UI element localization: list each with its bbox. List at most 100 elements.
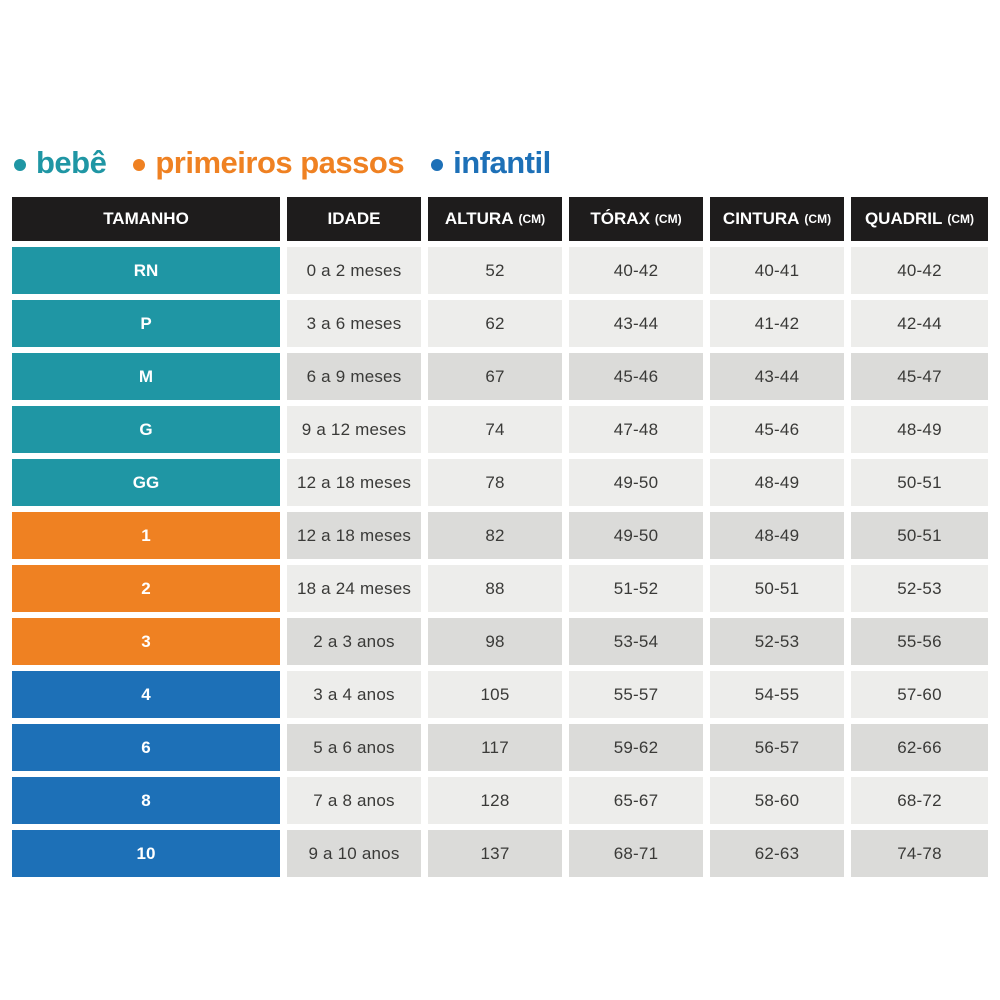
quadril-cell-row-5: 50-51	[851, 512, 988, 559]
header-tamanho: TAMANHO	[12, 197, 280, 241]
quadril-cell-row-2: 45-47	[851, 353, 988, 400]
torax-cell-row-3: 47-48	[569, 406, 703, 453]
header-tamanho-label: TAMANHO	[103, 209, 189, 228]
cintura-cell-row-7: 52-53	[710, 618, 844, 665]
header-quadril-unit: (CM)	[947, 212, 975, 226]
idade-cell-row-9: 5 a 6 anos	[287, 724, 421, 771]
idade-cell-row-5: 12 a 18 meses	[287, 512, 421, 559]
legend-label-infantil: infantil	[453, 145, 551, 180]
torax-cell-row-1: 43-44	[569, 300, 703, 347]
header-idade-label: IDADE	[327, 209, 381, 228]
cintura-cell-row-8: 54-55	[710, 671, 844, 718]
legend-item-bebe: bebê	[14, 145, 107, 181]
header-cintura-unit: (CM)	[804, 212, 832, 226]
altura-cell-row-10: 128	[428, 777, 562, 824]
torax-cell-row-7: 53-54	[569, 618, 703, 665]
size-cell-row-0: RN	[12, 247, 280, 294]
torax-cell-row-4: 49-50	[569, 459, 703, 506]
header-altura-label: ALTURA	[444, 209, 514, 228]
legend-item-primeiros-passos: primeiros passos	[133, 145, 405, 181]
size-cell-row-10: 8	[12, 777, 280, 824]
idade-cell-row-7: 2 a 3 anos	[287, 618, 421, 665]
torax-cell-row-10: 65-67	[569, 777, 703, 824]
cintura-cell-row-11: 62-63	[710, 830, 844, 877]
size-cell-row-11: 10	[12, 830, 280, 877]
quadril-cell-row-6: 52-53	[851, 565, 988, 612]
header-idade: IDADE	[287, 197, 421, 241]
idade-cell-row-6: 18 a 24 meses	[287, 565, 421, 612]
altura-cell-row-2: 67	[428, 353, 562, 400]
cintura-cell-row-1: 41-42	[710, 300, 844, 347]
quadril-cell-row-0: 40-42	[851, 247, 988, 294]
altura-cell-row-5: 82	[428, 512, 562, 559]
cintura-cell-row-2: 43-44	[710, 353, 844, 400]
torax-cell-row-11: 68-71	[569, 830, 703, 877]
size-cell-row-9: 6	[12, 724, 280, 771]
cintura-cell-row-3: 45-46	[710, 406, 844, 453]
idade-cell-row-1: 3 a 6 meses	[287, 300, 421, 347]
bebe-bullet-icon	[14, 159, 26, 171]
quadril-cell-row-8: 57-60	[851, 671, 988, 718]
cintura-cell-row-4: 48-49	[710, 459, 844, 506]
idade-cell-row-2: 6 a 9 meses	[287, 353, 421, 400]
quadril-cell-row-1: 42-44	[851, 300, 988, 347]
cintura-cell-row-9: 56-57	[710, 724, 844, 771]
altura-cell-row-11: 137	[428, 830, 562, 877]
legend-item-infantil: infantil	[431, 145, 551, 181]
quadril-cell-row-9: 62-66	[851, 724, 988, 771]
torax-cell-row-0: 40-42	[569, 247, 703, 294]
altura-cell-row-7: 98	[428, 618, 562, 665]
torax-cell-row-5: 49-50	[569, 512, 703, 559]
altura-cell-row-0: 52	[428, 247, 562, 294]
idade-cell-row-10: 7 a 8 anos	[287, 777, 421, 824]
torax-cell-row-8: 55-57	[569, 671, 703, 718]
size-table: TAMANHO IDADE ALTURA (CM) TÓRAX (CM) CIN…	[12, 197, 988, 877]
size-cell-row-3: G	[12, 406, 280, 453]
header-torax-label: TÓRAX	[590, 209, 650, 228]
header-altura: ALTURA (CM)	[428, 197, 562, 241]
idade-cell-row-8: 3 a 4 anos	[287, 671, 421, 718]
size-cell-row-2: M	[12, 353, 280, 400]
torax-cell-row-9: 59-62	[569, 724, 703, 771]
legend-label-bebe: bebê	[36, 145, 107, 180]
size-cell-row-1: P	[12, 300, 280, 347]
cintura-cell-row-0: 40-41	[710, 247, 844, 294]
quadril-cell-row-11: 74-78	[851, 830, 988, 877]
header-cintura: CINTURA (CM)	[710, 197, 844, 241]
header-quadril-label: QUADRIL	[864, 209, 943, 228]
cintura-cell-row-6: 50-51	[710, 565, 844, 612]
header-torax: TÓRAX (CM)	[569, 197, 703, 241]
torax-cell-row-2: 45-46	[569, 353, 703, 400]
size-cell-row-7: 3	[12, 618, 280, 665]
idade-cell-row-3: 9 a 12 meses	[287, 406, 421, 453]
idade-cell-row-11: 9 a 10 anos	[287, 830, 421, 877]
quadril-cell-row-3: 48-49	[851, 406, 988, 453]
size-cell-row-4: GG	[12, 459, 280, 506]
infantil-bullet-icon	[431, 159, 444, 171]
quadril-cell-row-7: 55-56	[851, 618, 988, 665]
header-quadril: QUADRIL (CM)	[851, 197, 988, 241]
size-cell-row-6: 2	[12, 565, 280, 612]
size-cell-row-8: 4	[12, 671, 280, 718]
altura-cell-row-8: 105	[428, 671, 562, 718]
header-cintura-label: CINTURA	[722, 209, 800, 228]
category-legend: bebê primeiros passos infantil	[14, 145, 551, 181]
quadril-cell-row-4: 50-51	[851, 459, 988, 506]
idade-cell-row-0: 0 a 2 meses	[287, 247, 421, 294]
primeiros-passos-bullet-icon	[133, 159, 146, 171]
header-torax-unit: (CM)	[654, 212, 682, 226]
altura-cell-row-6: 88	[428, 565, 562, 612]
legend-label-primeiros-passos: primeiros passos	[155, 145, 405, 180]
altura-cell-row-9: 117	[428, 724, 562, 771]
altura-cell-row-4: 78	[428, 459, 562, 506]
torax-cell-row-6: 51-52	[569, 565, 703, 612]
header-altura-unit: (CM)	[518, 212, 546, 226]
idade-cell-row-4: 12 a 18 meses	[287, 459, 421, 506]
size-cell-row-5: 1	[12, 512, 280, 559]
altura-cell-row-1: 62	[428, 300, 562, 347]
altura-cell-row-3: 74	[428, 406, 562, 453]
cintura-cell-row-5: 48-49	[710, 512, 844, 559]
cintura-cell-row-10: 58-60	[710, 777, 844, 824]
quadril-cell-row-10: 68-72	[851, 777, 988, 824]
